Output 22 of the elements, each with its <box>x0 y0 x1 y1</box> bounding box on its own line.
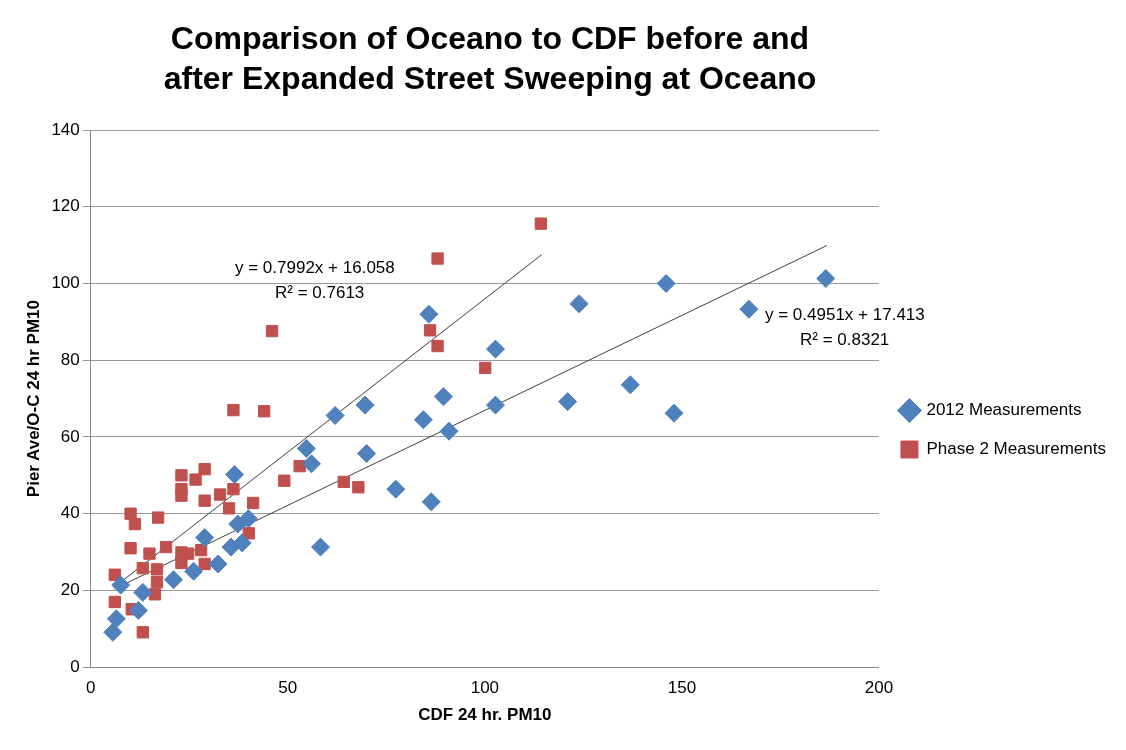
legend-label: Phase 2 Measurements <box>926 439 1107 459</box>
y-tick-label: 140 <box>51 119 80 139</box>
y-axis-title: Pier Ave/O-C 24 hr PM10 <box>23 300 43 498</box>
y-tick-label: 20 <box>60 580 80 600</box>
chart-title: Comparison of Oceano to CDF before and after Expanded Street Sweeping at Oceano <box>162 19 818 98</box>
x-axis-title: CDF 24 hr. PM10 <box>418 705 552 725</box>
x-tick-label: 50 <box>278 678 298 698</box>
x-tick-label: 150 <box>667 678 697 698</box>
annotation: y = 0.7992x + 16.058 <box>235 258 395 278</box>
y-tick-label: 0 <box>70 656 80 676</box>
y-tick-label: 60 <box>60 426 80 446</box>
annotation: R² = 0.7613 <box>275 283 365 303</box>
x-tick-label: 0 <box>86 678 96 698</box>
legend-label: 2012 Measurements <box>926 400 1082 420</box>
y-tick-label: 100 <box>51 273 80 293</box>
annotation: y = 0.4951x + 17.413 <box>765 305 925 325</box>
x-tick-label: 200 <box>864 678 894 698</box>
y-tick-label: 120 <box>51 196 80 216</box>
x-tick-label: 100 <box>470 678 500 698</box>
annotation: R² = 0.8321 <box>800 330 890 350</box>
y-tick-label: 40 <box>60 503 80 523</box>
y-tick-label: 80 <box>60 349 80 369</box>
